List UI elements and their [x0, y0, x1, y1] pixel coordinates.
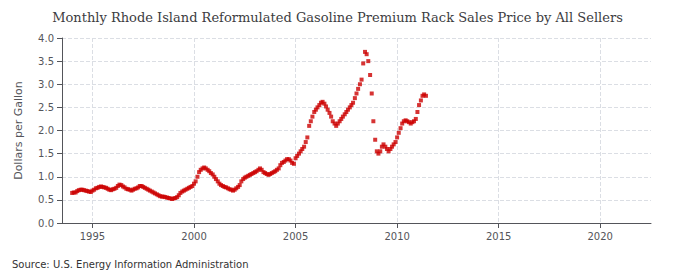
svg-text:1995: 1995: [80, 231, 105, 242]
svg-text:2020: 2020: [587, 231, 612, 242]
svg-text:3.0: 3.0: [38, 79, 54, 90]
svg-text:2010: 2010: [384, 231, 409, 242]
svg-text:2000: 2000: [181, 231, 206, 242]
svg-text:Dollars per Gallon: Dollars per Gallon: [12, 81, 25, 180]
svg-text:0.5: 0.5: [38, 194, 54, 205]
svg-text:0.0: 0.0: [38, 218, 54, 229]
svg-text:3.5: 3.5: [38, 56, 54, 67]
svg-text:Source: U.S. Energy Informatio: Source: U.S. Energy Information Administ…: [12, 259, 249, 270]
svg-text:1.5: 1.5: [38, 148, 54, 159]
svg-text:2005: 2005: [283, 231, 308, 242]
svg-text:Monthly Rhode Island Reformula: Monthly Rhode Island Reformulated Gasoli…: [52, 10, 623, 25]
svg-text:2.5: 2.5: [38, 102, 54, 113]
svg-text:2015: 2015: [486, 231, 511, 242]
svg-text:1.0: 1.0: [38, 171, 54, 182]
svg-text:2.0: 2.0: [38, 125, 54, 136]
svg-text:4.0: 4.0: [38, 33, 54, 44]
